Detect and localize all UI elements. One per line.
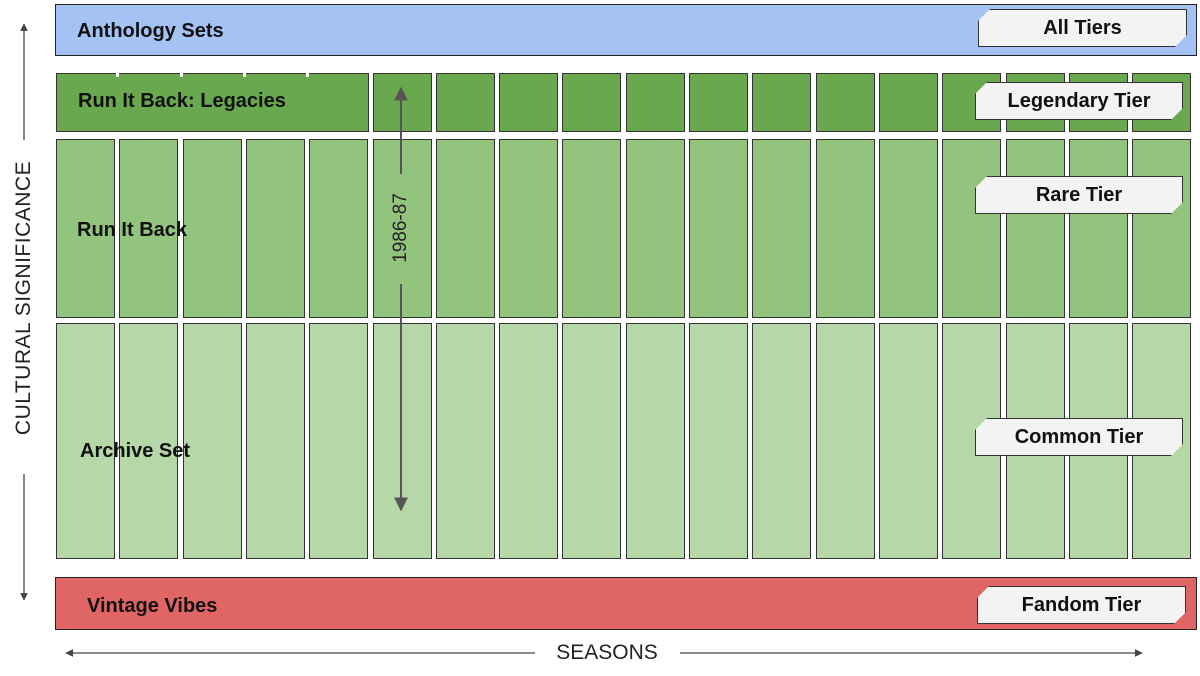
rare-tier-label: Rare Tier [975,176,1183,214]
legacies-cell [562,73,621,132]
run-it-back-row-label: Run It Back [77,219,188,241]
run-it-back-cell [626,139,685,318]
legacies-cell [816,73,875,132]
run-it-back-cell [309,139,368,318]
x-axis-label: SEASONS [556,641,658,664]
legacies-cell [879,73,938,132]
run-it-back-cell [436,139,495,318]
legacies-cell [56,73,369,132]
run-it-back-cell [499,139,558,318]
legacies-separator [306,73,309,77]
run-it-back-cell [373,139,432,318]
run-it-back-cell [752,139,811,318]
archive-set-cell [879,323,938,559]
run-it-back-cell [183,139,242,318]
legacies-separator [243,73,246,77]
run-it-back-cell [246,139,305,318]
archive-set-row-label: Archive Set [80,440,191,462]
season-marker-label: 1986-87 [390,193,411,263]
archive-set-cell [119,323,178,559]
archive-set-cell [752,323,811,559]
archive-set-cell [56,323,115,559]
run-it-back-cell [942,139,1001,318]
archive-set-cell [309,323,368,559]
legacies-row-label: Run It Back: Legacies [78,90,286,112]
legacies-cell [626,73,685,132]
legendary-tier-label: Legendary Tier [975,82,1183,120]
legacies-separator [116,73,119,77]
archive-set-cell [499,323,558,559]
fandom-tier-label: Fandom Tier [977,586,1186,624]
archive-set-cell [436,323,495,559]
legacies-cell [689,73,748,132]
run-it-back-cell [689,139,748,318]
archive-set-cell [246,323,305,559]
legacies-separator [180,73,183,77]
run-it-back-cell [1069,139,1128,318]
run-it-back-cell [816,139,875,318]
archive-set-cell [373,323,432,559]
archive-set-cell [689,323,748,559]
run-it-back-cell [119,139,178,318]
vintage-vibes-label: Vintage Vibes [87,595,218,617]
run-it-back-cell [56,139,115,318]
legacies-cell [373,73,432,132]
run-it-back-cell [1006,139,1065,318]
run-it-back-cell [1132,139,1191,318]
archive-set-cell [183,323,242,559]
run-it-back-cell [562,139,621,318]
archive-set-cell [626,323,685,559]
run-it-back-cell [879,139,938,318]
y-axis-label: CULTURAL SIGNIFICANCE [12,160,35,436]
legacies-cell [436,73,495,132]
archive-set-cell [562,323,621,559]
legacies-cell [499,73,558,132]
legacies-cell [752,73,811,132]
common-tier-label: Common Tier [975,418,1183,456]
all-tiers-label: All Tiers [978,9,1187,47]
archive-set-cell [816,323,875,559]
anthology-sets-label: Anthology Sets [77,20,224,42]
